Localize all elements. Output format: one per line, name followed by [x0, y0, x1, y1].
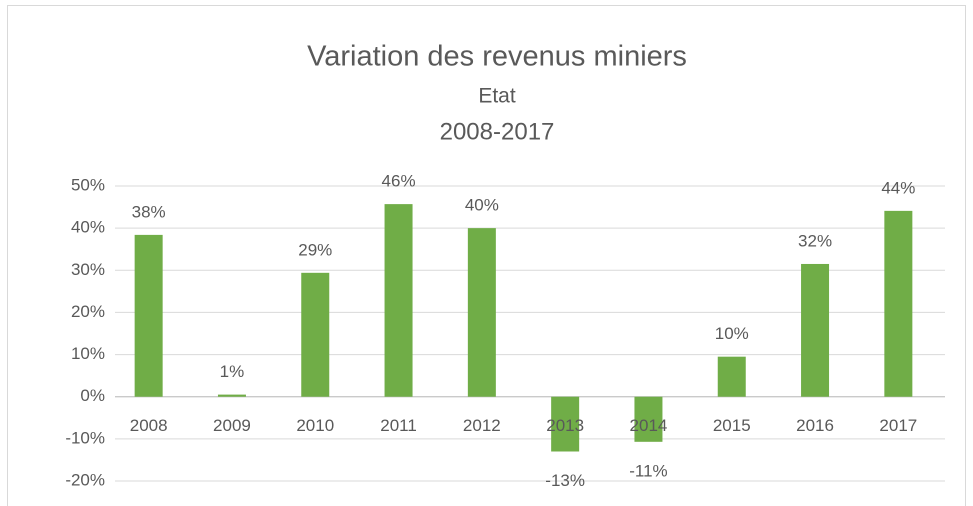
- bar: [384, 204, 413, 397]
- x-tick-label: 2009: [213, 416, 251, 435]
- data-label: -11%: [629, 461, 667, 480]
- bar: [134, 234, 163, 397]
- data-label: 1%: [220, 362, 245, 381]
- x-tick-label: 2013: [546, 416, 584, 435]
- chart-title: Variation des revenus miniers: [307, 41, 687, 73]
- x-tick-label: 2016: [796, 416, 834, 435]
- bar: [634, 396, 663, 442]
- y-tick-label: -20%: [65, 470, 105, 489]
- x-tick-label: 2010: [296, 416, 334, 435]
- bar: [301, 272, 330, 397]
- data-label: -13%: [545, 471, 585, 490]
- bar: [217, 394, 246, 397]
- y-tick-label: 10%: [71, 344, 105, 363]
- y-tick-label: 50%: [71, 175, 105, 194]
- data-label: 44%: [881, 178, 915, 197]
- chart-subtitle: 2008-2017: [440, 118, 555, 145]
- y-tick-label: 20%: [71, 302, 105, 321]
- data-label: 10%: [715, 324, 749, 343]
- bar: [801, 263, 830, 397]
- data-label: 32%: [798, 231, 832, 250]
- y-tick-label: 40%: [71, 218, 105, 237]
- x-tick-label: 2017: [879, 416, 917, 435]
- x-tick-label: 2008: [130, 416, 168, 435]
- bar: [467, 228, 496, 397]
- y-tick-label: 0%: [80, 386, 105, 405]
- y-tick-label: 30%: [71, 260, 105, 279]
- bar: [884, 210, 913, 397]
- x-tick-label: 2015: [713, 416, 751, 435]
- data-label: 40%: [465, 196, 499, 215]
- bar: [551, 396, 580, 452]
- data-label: 46%: [382, 172, 416, 191]
- x-tick-label: 2012: [463, 416, 501, 435]
- bar: [717, 356, 746, 397]
- chart-subtitle: Etat: [478, 85, 516, 108]
- x-tick-label: 2011: [380, 416, 417, 435]
- data-label: 38%: [132, 202, 166, 221]
- x-tick-label: 2014: [630, 416, 668, 435]
- y-tick-label: -10%: [65, 428, 105, 447]
- data-label: 29%: [298, 240, 332, 259]
